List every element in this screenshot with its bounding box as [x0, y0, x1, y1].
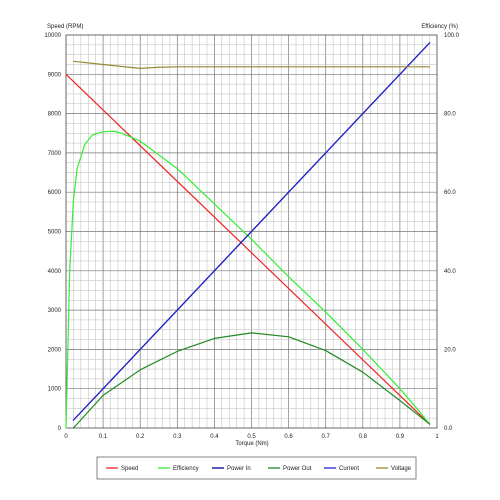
x-tick-label: 0.9 — [396, 434, 405, 440]
y-left-tick-label: 3000 — [48, 308, 62, 314]
y-right-tick-label: 20.0 — [444, 347, 456, 353]
x-tick-label: 0.4 — [210, 434, 219, 440]
legend-label-current: Current — [339, 466, 359, 472]
x-tick-label: 0.3 — [173, 434, 182, 440]
series-line-speed — [65, 73, 431, 425]
series-lines — [65, 42, 431, 429]
y-right-tick-label: 100.0 — [444, 33, 460, 39]
legend: Speed Efficiency Power In Power Out Current V… — [106, 466, 412, 472]
x-tick-label: 0.5 — [247, 434, 256, 440]
x-axis-title: Torque (Nm) — [235, 441, 268, 447]
y-left-tick-label: 4000 — [48, 269, 62, 275]
legend-box — [96, 456, 417, 480]
y-right-tick-label: 0.0 — [444, 426, 453, 432]
axis-ticks: 0 0.1 0.2 0.3 0.4 0.5 0.6 0.7 0.8 0.9 1 0 1000 2000 30… — [44, 33, 459, 440]
legend-label-efficiency: Efficiency — [173, 466, 199, 472]
y-left-tick-label: 0 — [58, 426, 62, 432]
y-left-tick-label: 2000 — [48, 347, 62, 353]
series-line-current — [72, 42, 431, 421]
legend-label-speed: Speed — [121, 466, 138, 472]
y-left-tick-label: 1000 — [48, 387, 62, 393]
y-right-tick-label: 40.0 — [444, 269, 456, 275]
x-tick-label: 0.6 — [284, 434, 293, 440]
series-line-voltage — [72, 60, 431, 70]
x-tick-label: 0.2 — [136, 434, 145, 440]
y-right-tick-label: 80.0 — [444, 112, 456, 118]
y-left-axis-title: Speed (RPM) — [47, 24, 83, 30]
y-left-tick-label: 6000 — [48, 190, 62, 196]
x-tick-label: 0 — [64, 434, 68, 440]
x-tick-label: 1 — [435, 434, 439, 440]
legend-label-voltage: Voltage — [391, 466, 412, 472]
y-left-tick-label: 9000 — [48, 72, 62, 78]
legend-label-power-in: Power In — [227, 466, 251, 472]
y-right-tick-label: 60.0 — [444, 190, 456, 196]
y-right-axis-title: Efficiency (%) — [421, 24, 458, 30]
plot-frame — [65, 34, 438, 429]
y-left-tick-label: 8000 — [48, 112, 62, 118]
y-left-tick-label: 10000 — [44, 33, 61, 39]
x-tick-label: 0.8 — [359, 434, 368, 440]
series-line-power-out — [72, 332, 431, 429]
y-left-tick-label: 7000 — [48, 151, 62, 157]
grid-lines — [66, 35, 437, 428]
x-tick-label: 0.7 — [322, 434, 331, 440]
series-line-efficiency — [65, 130, 431, 429]
x-tick-label: 0.1 — [99, 434, 108, 440]
legend-label-power-out: Power Out — [283, 466, 312, 472]
y-left-tick-label: 5000 — [48, 230, 62, 236]
